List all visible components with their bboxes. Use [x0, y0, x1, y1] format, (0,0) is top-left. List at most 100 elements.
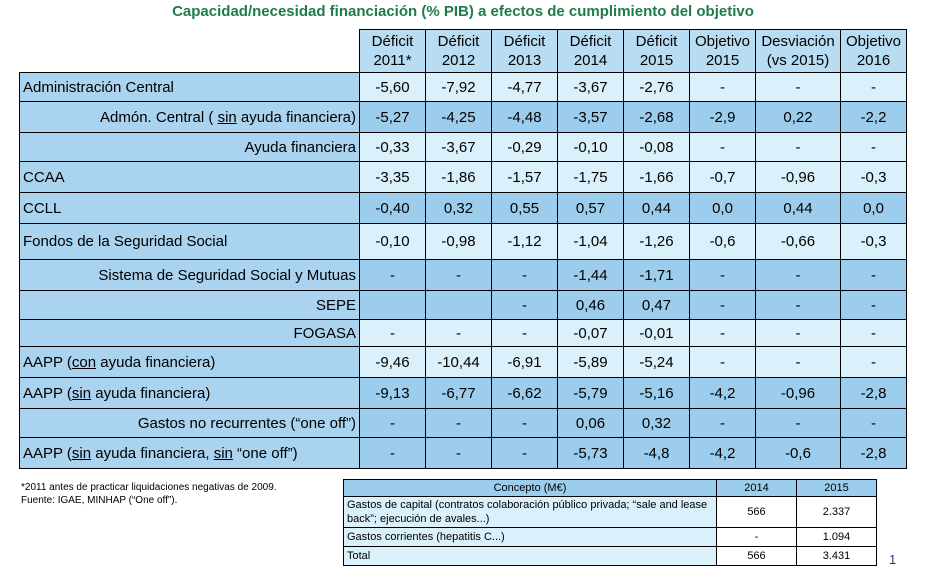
value-cell: 0,47	[623, 290, 690, 320]
concept-cell: Total	[343, 546, 717, 566]
one-off-header-row: Concepto (M€) 2014 2015	[343, 479, 877, 497]
one-off-total-row: Total 566 3.431	[343, 546, 877, 566]
value-cell: -	[689, 72, 756, 102]
value-cell: -	[755, 408, 841, 438]
row-label: AAPP (con ayuda financiera)	[19, 346, 360, 378]
value-cell: -1,75	[557, 161, 624, 193]
value-cell: -	[425, 437, 492, 469]
value-cell: -0,07	[557, 319, 624, 347]
value-cell: -3,35	[359, 161, 426, 193]
value-cell: -	[689, 290, 756, 320]
value-cell: -	[840, 132, 907, 162]
row-label: Gastos no recurrentes (“one off”)	[19, 408, 360, 438]
value-cell: -6,77	[425, 377, 492, 409]
value-cell: 0,0	[689, 192, 756, 224]
table-row: Sistema de Seguridad Social y Mutuas - - - -…	[19, 259, 907, 291]
value-cell: -	[755, 259, 841, 291]
header-corner	[19, 29, 360, 73]
col-header: Objetivo 2016	[840, 29, 907, 73]
year-header: 2015	[796, 479, 877, 497]
value-cell: 0,32	[425, 192, 492, 224]
row-label: Administración Central	[19, 72, 360, 102]
row-label: AAPP (sin ayuda financiera, sin “one off…	[19, 437, 360, 469]
value-cell: -	[425, 319, 492, 347]
row-label: FOGASA	[19, 319, 360, 347]
value-cell: -0,6	[755, 437, 841, 469]
value-cell: -5,24	[623, 346, 690, 378]
value-cell: -6,62	[491, 377, 558, 409]
value-cell: -2,8	[840, 377, 907, 409]
value-cell: -	[359, 259, 426, 291]
value-cell: -0,01	[623, 319, 690, 347]
value-cell	[425, 290, 492, 320]
value-cell: -0,6	[689, 223, 756, 260]
col-header: Déficit 2014	[557, 29, 624, 73]
value-cell: -	[491, 437, 558, 469]
value-cell: -7,92	[425, 72, 492, 102]
value-cell: -	[755, 290, 841, 320]
year-header: 2014	[716, 479, 797, 497]
value-cell: -	[425, 259, 492, 291]
value-cell: -0,08	[623, 132, 690, 162]
value-cell: -	[755, 132, 841, 162]
one-off-table: Concepto (M€) 2014 2015 Gastos de capita…	[343, 479, 877, 566]
value-cell: -1,12	[491, 223, 558, 260]
value-cell: -4,25	[425, 101, 492, 133]
value-cell: -0,3	[840, 223, 907, 260]
value-cell: 0,0	[840, 192, 907, 224]
value-cell: -	[840, 259, 907, 291]
value-cell: -	[359, 319, 426, 347]
value-cell: -	[840, 319, 907, 347]
value-cell: -	[840, 72, 907, 102]
row-label: Sistema de Seguridad Social y Mutuas	[19, 259, 360, 291]
table-row: AAPP (sin ayuda financiera) -9,13 -6,77 -6,…	[19, 377, 907, 409]
table-row: Gastos no recurrentes (“one off”) - - -0,06…	[19, 408, 907, 438]
concept-header: Concepto (M€)	[343, 479, 717, 497]
value-cell: -2,8	[840, 437, 907, 469]
table-row: Admón. Central ( sin ayuda financiera) -5…	[19, 101, 907, 133]
value-cell: 0,44	[623, 192, 690, 224]
col-header: Déficit 2011*	[359, 29, 426, 73]
value-cell: -1,44	[557, 259, 624, 291]
table-row: Fondos de la Seguridad Social -0,10 -0,98-…	[19, 223, 907, 260]
value-cell: -	[359, 437, 426, 469]
value-cell: -	[491, 319, 558, 347]
value-cell: -	[755, 319, 841, 347]
value-cell: -1,66	[623, 161, 690, 193]
value-cell: -0,10	[557, 132, 624, 162]
value-cell: -6,91	[491, 346, 558, 378]
col-header: Déficit 2015	[623, 29, 690, 73]
value-cell: -0,98	[425, 223, 492, 260]
value-cell: 0,44	[755, 192, 841, 224]
row-label: Fondos de la Seguridad Social	[19, 223, 360, 260]
table-row: Administración Central -5,60 -7,92 -4,77 -3,…	[19, 72, 907, 102]
table-row: SEPE -0,46 0,47- - -	[19, 290, 907, 320]
value-cell: 0,57	[557, 192, 624, 224]
table-row: Ayuda financiera -0,33 -3,67 -0,29 -0,10 -0,0…	[19, 132, 907, 162]
value-cell: -2,68	[623, 101, 690, 133]
value-cell: -	[491, 408, 558, 438]
row-label: CCLL	[19, 192, 360, 224]
value-cell: -9,46	[359, 346, 426, 378]
value-cell: -5,79	[557, 377, 624, 409]
value-cell: 566	[716, 496, 797, 528]
value-cell: -0,33	[359, 132, 426, 162]
row-label: Ayuda financiera	[19, 132, 360, 162]
value-cell: -	[491, 290, 558, 320]
col-header: Desviación (vs 2015)	[755, 29, 841, 73]
value-cell	[359, 290, 426, 320]
value-cell: -5,27	[359, 101, 426, 133]
value-cell: -1,26	[623, 223, 690, 260]
value-cell: -1,04	[557, 223, 624, 260]
value-cell: -4,77	[491, 72, 558, 102]
value-cell: -2,9	[689, 101, 756, 133]
value-cell: -	[689, 346, 756, 378]
row-label: CCAA	[19, 161, 360, 193]
table-row: AAPP (sin ayuda financiera, sin “one off…	[19, 437, 907, 469]
value-cell: -	[755, 346, 841, 378]
value-cell: 3.431	[796, 546, 877, 566]
footnotes: *2011 antes de practicar liquidaciones n…	[21, 481, 277, 507]
value-cell: -4,2	[689, 377, 756, 409]
concept-cell: Gastos de capital (contratos colaboració…	[343, 496, 717, 528]
value-cell: -3,67	[557, 72, 624, 102]
